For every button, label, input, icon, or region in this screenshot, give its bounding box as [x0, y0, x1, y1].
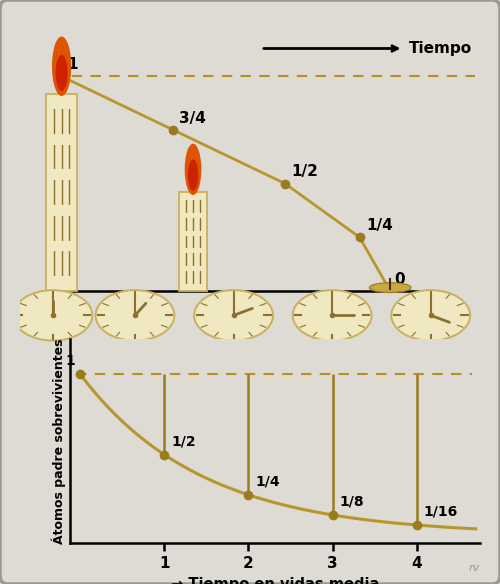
Text: 1/16: 1/16 — [424, 505, 458, 519]
Bar — [46, 93, 77, 291]
Text: 1: 1 — [65, 354, 74, 368]
Circle shape — [14, 290, 92, 340]
Ellipse shape — [370, 283, 411, 293]
Text: 1/4: 1/4 — [255, 474, 280, 488]
Text: 3/4: 3/4 — [179, 111, 206, 126]
Y-axis label: Átomos padre sobrevivientes: Átomos padre sobrevivientes — [52, 338, 66, 544]
Circle shape — [194, 290, 273, 340]
Circle shape — [292, 290, 372, 340]
Circle shape — [392, 290, 470, 340]
Bar — [179, 192, 208, 291]
Text: rv: rv — [469, 564, 480, 573]
X-axis label: → Tiempo en vidas media: → Tiempo en vidas media — [171, 577, 379, 584]
Ellipse shape — [188, 159, 198, 191]
Ellipse shape — [184, 144, 202, 195]
Text: 1/2: 1/2 — [171, 434, 196, 448]
Ellipse shape — [56, 55, 68, 91]
Text: Tiempo: Tiempo — [409, 41, 472, 56]
Circle shape — [96, 290, 174, 340]
Text: 1/8: 1/8 — [340, 495, 364, 509]
Text: 1/2: 1/2 — [292, 164, 318, 179]
Ellipse shape — [52, 37, 72, 96]
Text: 0: 0 — [394, 272, 405, 287]
Text: 1: 1 — [67, 57, 78, 72]
Text: 1/4: 1/4 — [366, 218, 393, 233]
